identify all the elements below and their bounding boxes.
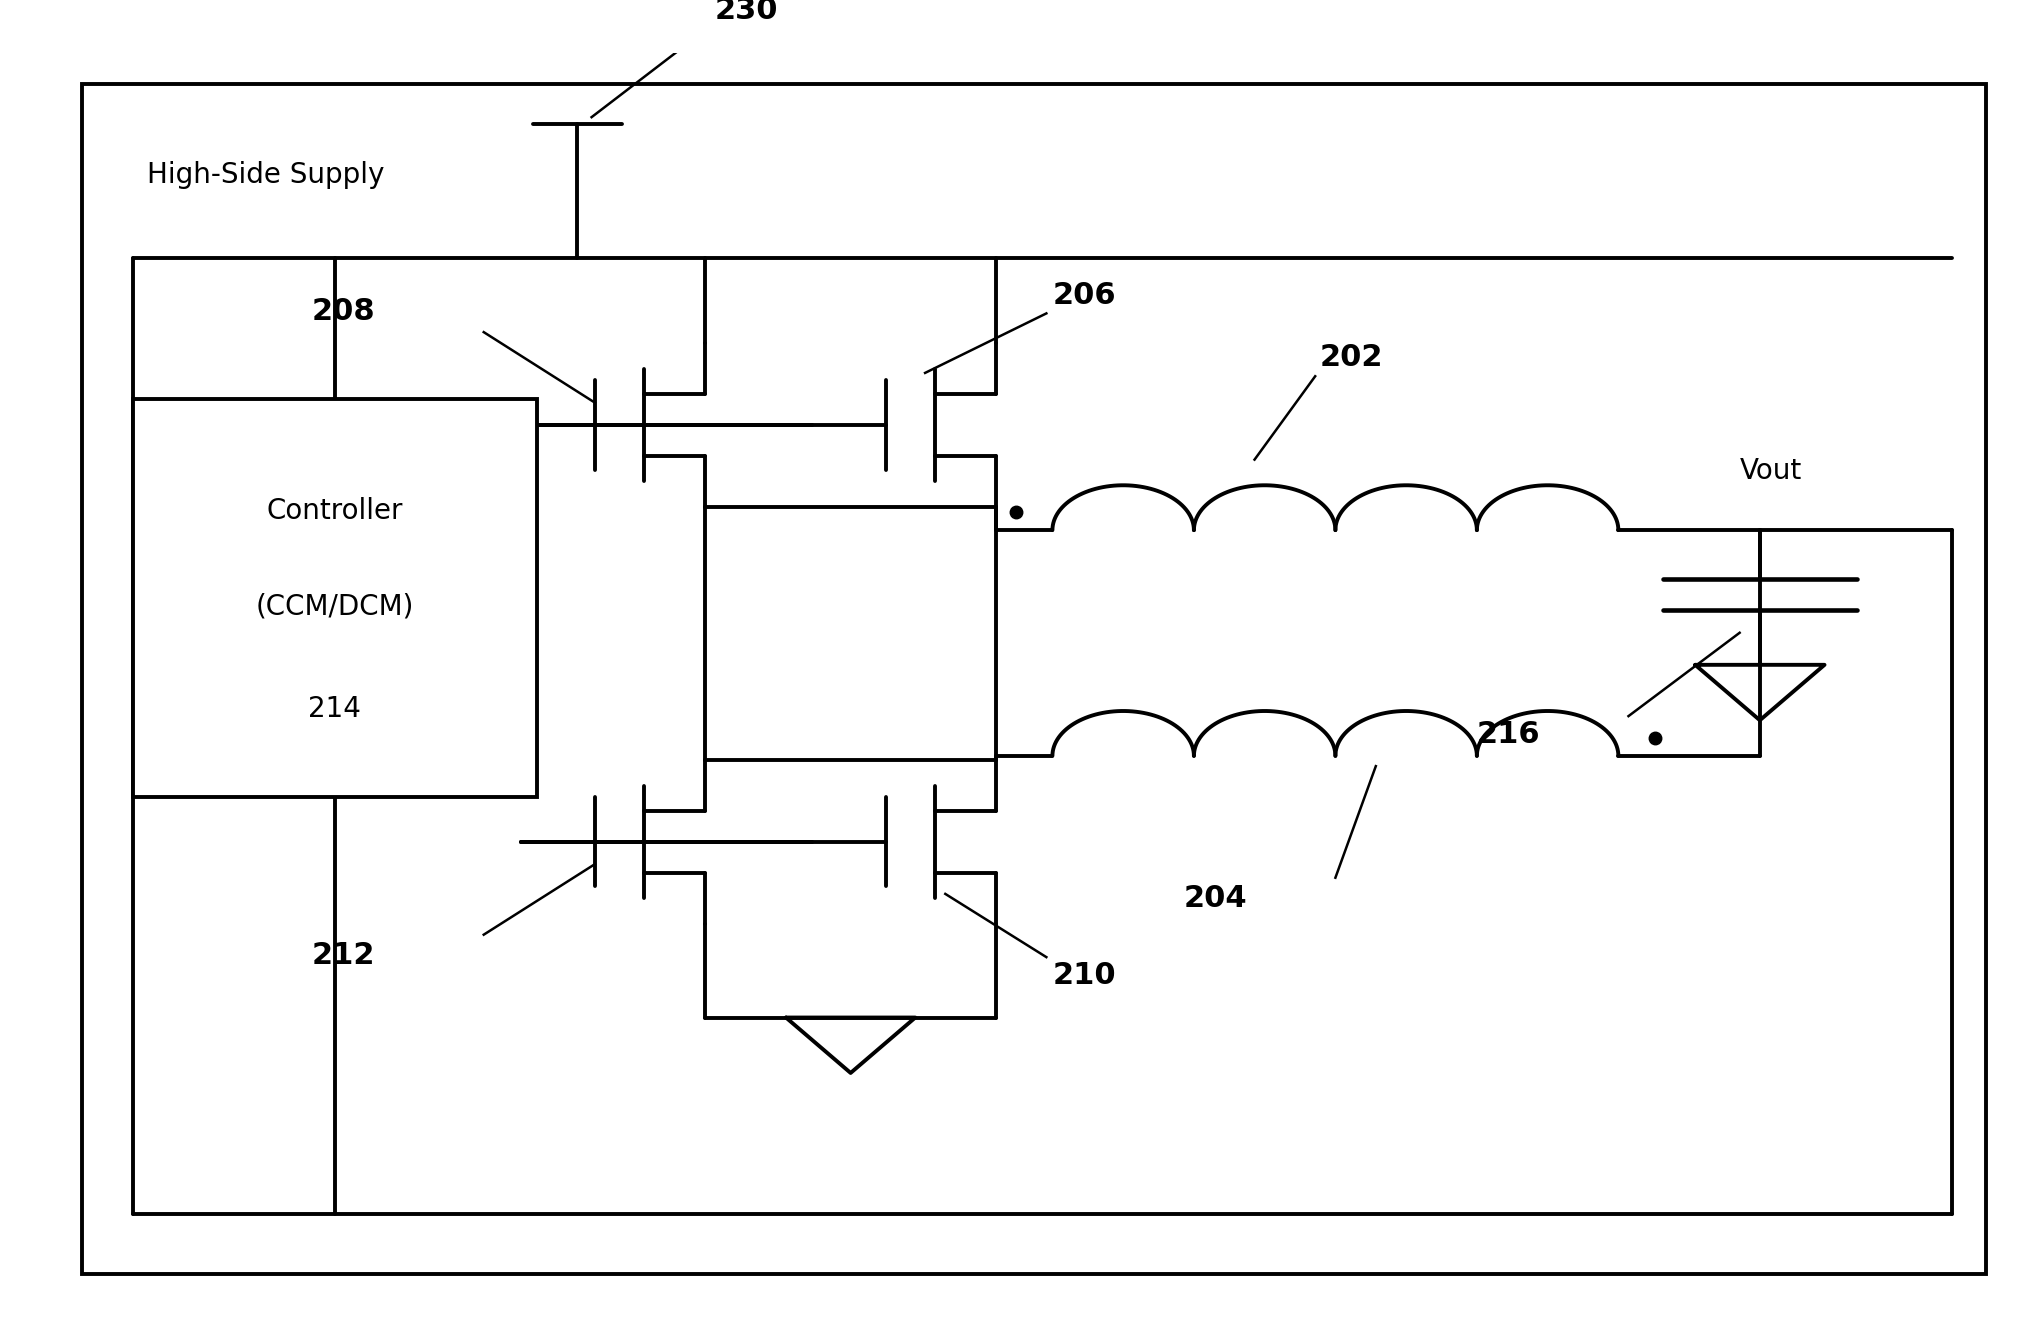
Text: 202: 202 <box>1319 344 1382 373</box>
Text: Controller: Controller <box>267 496 403 524</box>
Text: 230: 230 <box>714 0 779 25</box>
Text: Vout: Vout <box>1740 457 1800 485</box>
Text: 212: 212 <box>312 941 374 971</box>
Text: 206: 206 <box>1052 281 1115 310</box>
Text: 214: 214 <box>307 695 362 723</box>
Text: (CCM/DCM): (CCM/DCM) <box>255 592 415 620</box>
Text: 208: 208 <box>312 297 376 326</box>
Bar <box>134 400 536 797</box>
Text: 216: 216 <box>1477 721 1540 749</box>
Text: High-Side Supply: High-Side Supply <box>148 160 384 189</box>
Text: 204: 204 <box>1183 884 1246 913</box>
Text: 210: 210 <box>1052 961 1115 989</box>
